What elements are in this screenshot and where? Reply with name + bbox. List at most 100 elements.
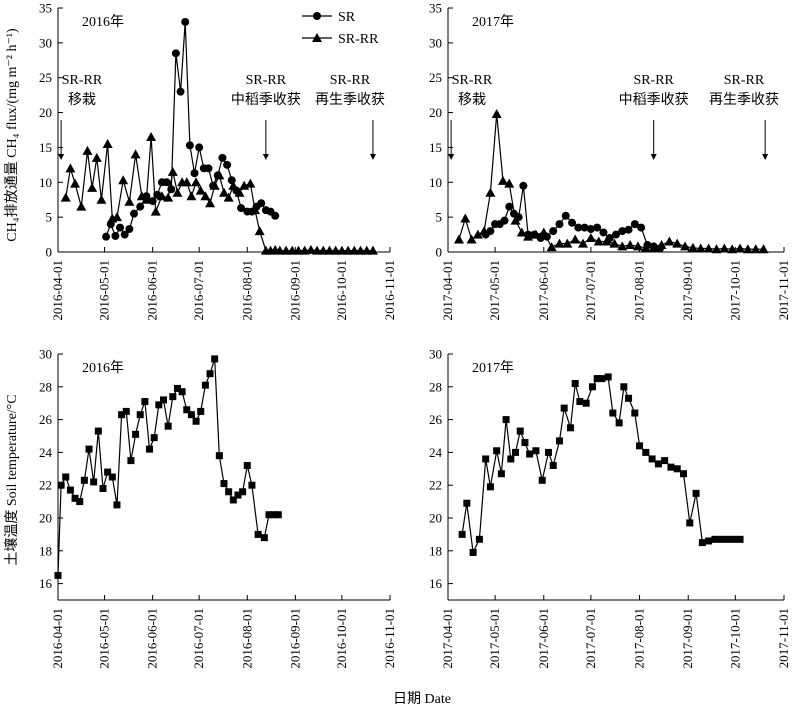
data-point <box>120 230 129 239</box>
chart-panel-4: 16 18 20 22 24 26 28 30 2017-04-01 2017-05-01 2017… <box>429 347 791 669</box>
data-point <box>257 199 266 208</box>
data-point <box>271 211 280 220</box>
data-point <box>190 169 199 178</box>
data-point <box>673 465 681 473</box>
y-tick-label: 22 <box>429 478 442 493</box>
data-point <box>485 187 496 197</box>
data-point <box>204 164 213 173</box>
data-point <box>130 149 141 159</box>
y-tick-label: 15 <box>429 140 442 155</box>
y-tick-label: 26 <box>39 412 53 427</box>
data-point <box>723 535 731 543</box>
data-point <box>185 141 194 150</box>
data-point <box>108 473 116 481</box>
data-point <box>664 236 675 246</box>
data-point <box>617 241 628 251</box>
x-tick-label: 2016-07-01 <box>191 608 206 669</box>
data-point <box>648 242 659 252</box>
annotation-text: 中稻季收获 <box>619 92 689 108</box>
data-point <box>631 409 639 417</box>
annotation-text: SR-RR <box>246 73 287 88</box>
data-point <box>601 236 612 246</box>
data-point <box>250 205 261 215</box>
data-point <box>197 407 205 415</box>
data-point <box>538 227 549 237</box>
data-point <box>523 231 534 241</box>
data-point <box>497 470 505 478</box>
data-point <box>80 476 88 484</box>
data-point <box>191 177 202 187</box>
annotation: SR-RR 中稻季收获 <box>619 73 689 160</box>
y-tick-label: 18 <box>429 543 442 558</box>
data-point <box>472 229 483 239</box>
y-tick-label: 5 <box>46 210 53 225</box>
data-point <box>90 478 98 486</box>
data-point <box>585 233 596 243</box>
x-tick-label: 2017-07-01 <box>583 608 598 669</box>
data-point <box>116 223 125 232</box>
data-point <box>206 370 214 378</box>
data-point <box>719 243 730 253</box>
x-tick-label: 2016-09-01 <box>287 608 302 669</box>
data-point <box>482 455 490 463</box>
data-point <box>538 476 546 484</box>
y-tick-label: 30 <box>39 35 52 50</box>
data-point <box>654 460 662 468</box>
data-point <box>497 175 508 185</box>
data-point <box>176 87 185 96</box>
data-point <box>146 131 157 141</box>
data-point <box>127 457 135 465</box>
x-axis-label: 日期 Date <box>393 691 451 707</box>
x-tick-label: 2017-09-01 <box>680 608 695 669</box>
y-tick-label: 20 <box>429 511 442 526</box>
data-point <box>60 192 71 202</box>
data-point <box>234 491 242 499</box>
data-point <box>530 229 541 239</box>
y-tick-label: 30 <box>39 347 52 362</box>
data-point <box>568 218 577 227</box>
chart-panel-2: 0 5 10 15 20 25 30 35 2017-04-01 2017-05-01 2017-0… <box>429 1 791 321</box>
data-point <box>254 226 265 236</box>
x-tick-label: 2017-06-01 <box>536 260 551 321</box>
data-point <box>57 481 65 489</box>
x-tick-label: 2017-08-01 <box>632 608 647 669</box>
data-point <box>209 180 220 190</box>
data-point <box>491 108 502 118</box>
data-point <box>705 537 713 545</box>
data-point <box>727 244 738 254</box>
data-point <box>200 191 211 201</box>
data-point <box>225 488 233 496</box>
annotation-arrowhead <box>58 154 65 160</box>
data-point <box>183 406 191 414</box>
data-point <box>555 437 563 445</box>
y-tick-label: 26 <box>429 412 443 427</box>
data-point <box>687 242 698 252</box>
data-point <box>703 243 714 253</box>
annotation-text: SR-RR <box>633 73 674 88</box>
data-point <box>493 447 501 455</box>
data-point <box>549 462 557 470</box>
annotation-arrowhead <box>650 154 657 160</box>
data-point <box>609 238 620 248</box>
data-point <box>632 241 643 251</box>
data-point <box>94 427 102 435</box>
x-tick-label: 2016-06-01 <box>145 608 160 669</box>
x-tick-label: 2017-11-01 <box>776 260 791 320</box>
series-line <box>461 376 740 555</box>
annotation-text: SR-RR <box>452 73 493 88</box>
data-point <box>562 238 573 248</box>
y-tick-label: 20 <box>39 511 52 526</box>
data-point <box>192 417 200 425</box>
panel-title: 2017年 <box>472 14 514 30</box>
data-point <box>637 223 646 232</box>
data-point <box>571 380 579 388</box>
data-point <box>181 17 190 26</box>
data-point <box>625 240 636 250</box>
data-point <box>270 511 278 519</box>
x-tick-label: 2017-10-01 <box>727 608 742 669</box>
x-tick-label: 2017-05-01 <box>487 260 502 321</box>
data-point <box>245 178 256 188</box>
data-point <box>630 220 639 229</box>
data-point <box>167 166 178 176</box>
data-point <box>479 226 490 236</box>
